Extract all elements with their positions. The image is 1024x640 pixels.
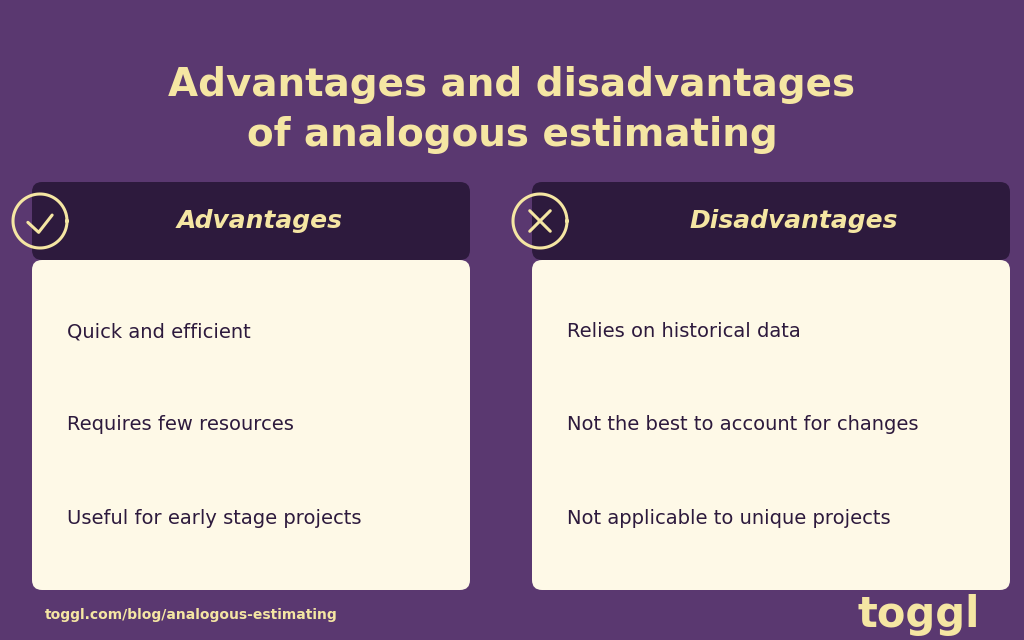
FancyBboxPatch shape bbox=[32, 260, 470, 590]
Text: Advantages and disadvantages: Advantages and disadvantages bbox=[168, 66, 856, 104]
Text: toggl: toggl bbox=[858, 594, 980, 636]
FancyBboxPatch shape bbox=[532, 260, 1010, 590]
Text: Relies on historical data: Relies on historical data bbox=[567, 323, 801, 342]
Text: Not applicable to unique projects: Not applicable to unique projects bbox=[567, 509, 891, 527]
Text: Not the best to account for changes: Not the best to account for changes bbox=[567, 415, 919, 435]
Text: Quick and efficient: Quick and efficient bbox=[67, 323, 251, 342]
Text: Advantages: Advantages bbox=[176, 209, 342, 233]
FancyBboxPatch shape bbox=[32, 182, 470, 260]
Text: toggl.com/blog/analogous-estimating: toggl.com/blog/analogous-estimating bbox=[45, 608, 338, 622]
Text: Disadvantages: Disadvantages bbox=[689, 209, 898, 233]
Text: of analogous estimating: of analogous estimating bbox=[247, 116, 777, 154]
FancyBboxPatch shape bbox=[532, 182, 1010, 260]
Text: Requires few resources: Requires few resources bbox=[67, 415, 294, 435]
Text: Useful for early stage projects: Useful for early stage projects bbox=[67, 509, 361, 527]
